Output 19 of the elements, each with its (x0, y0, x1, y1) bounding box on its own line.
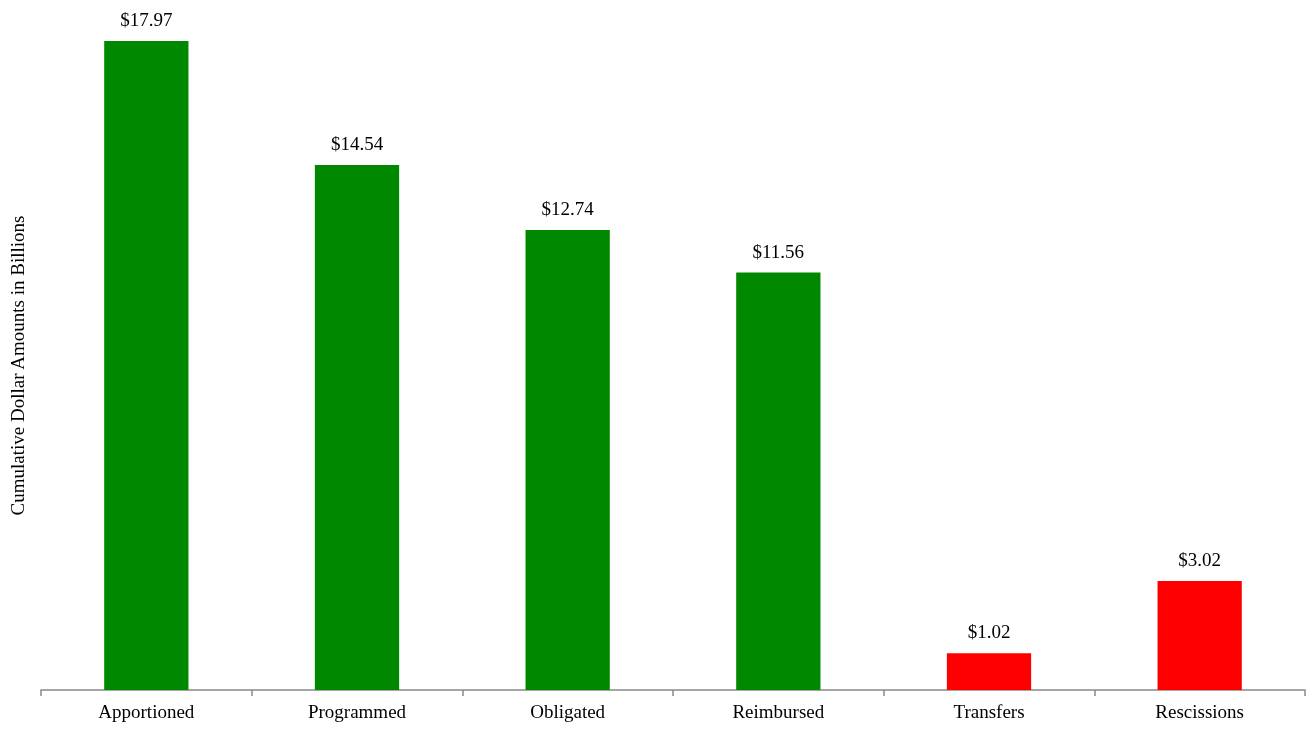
data-label: $17.97 (120, 9, 173, 30)
x-tick-label: Rescissions (1155, 701, 1245, 722)
data-label: $12.74 (541, 197, 595, 219)
data-label: $11.56 (752, 240, 805, 262)
x-tick-label: Transfers (953, 701, 1025, 722)
x-tick-label: Apportioned (98, 701, 195, 722)
x-tick-label: Reimbursed (732, 701, 825, 722)
data-label: $1.02 (967, 621, 1011, 643)
x-tick-label: Programmed (307, 701, 407, 722)
bar (525, 229, 610, 690)
bar (314, 164, 400, 690)
bar (736, 272, 821, 690)
data-label: $14.54 (330, 132, 384, 154)
bar (946, 653, 1032, 690)
x-tick-label: Obligated (530, 701, 606, 722)
bar (1157, 580, 1242, 690)
bar (104, 41, 189, 690)
data-label: $3.02 (1178, 548, 1222, 570)
y-axis-title: Cumulative Dollar Amounts in Billions (7, 215, 28, 516)
